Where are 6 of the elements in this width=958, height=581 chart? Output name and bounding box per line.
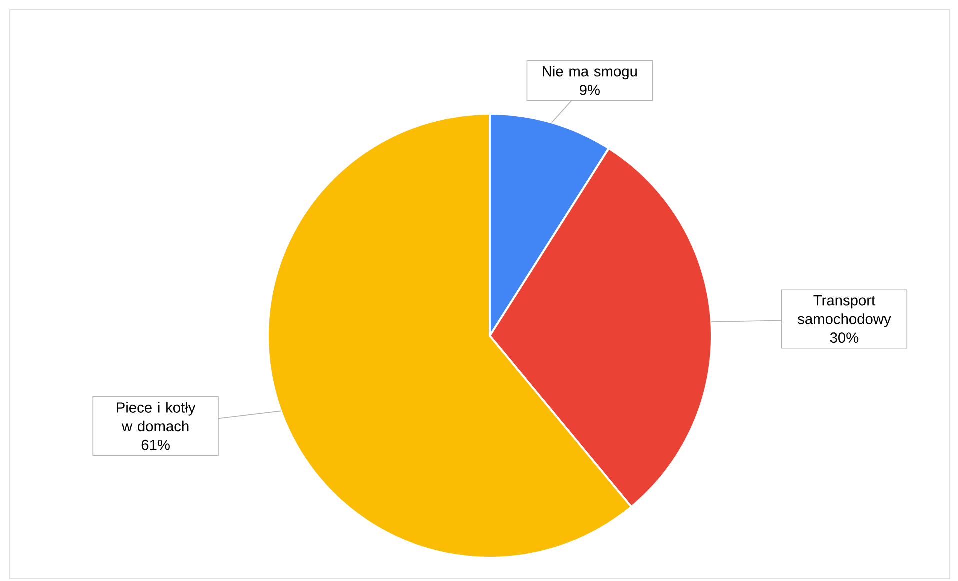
slice-label: Transport samochodowy bbox=[798, 295, 892, 328]
slice-label: Piece i kotły w domach bbox=[117, 402, 196, 432]
data-label: 9% bbox=[580, 85, 600, 96]
slice-label: Nie ma smogu bbox=[543, 66, 637, 80]
data-label: 30% bbox=[830, 332, 859, 344]
data-label: 61% bbox=[142, 440, 170, 450]
